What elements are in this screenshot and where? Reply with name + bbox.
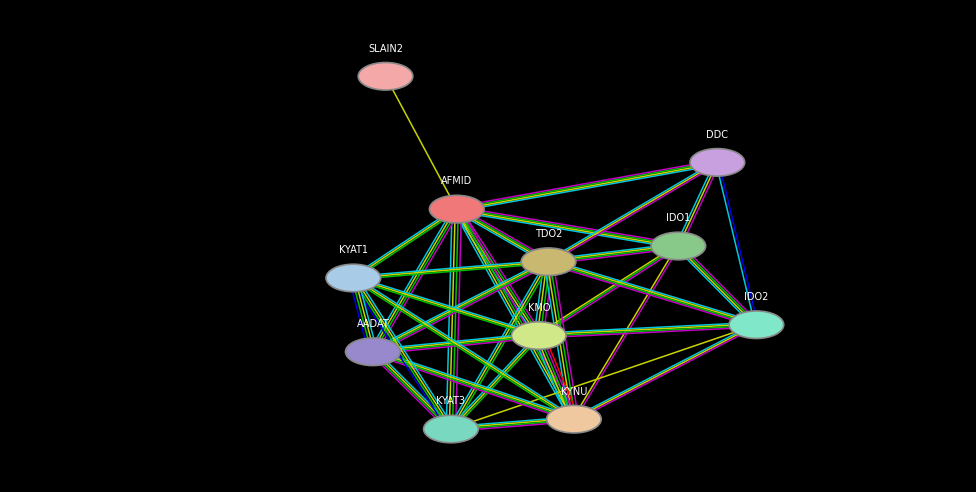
Text: KMO: KMO: [527, 303, 550, 313]
Circle shape: [690, 149, 745, 176]
Circle shape: [429, 195, 484, 223]
Circle shape: [358, 62, 413, 90]
Circle shape: [651, 232, 706, 260]
Text: IDO2: IDO2: [745, 292, 768, 302]
Text: KYNU: KYNU: [560, 387, 588, 397]
Text: TDO2: TDO2: [535, 229, 562, 239]
Text: IDO1: IDO1: [667, 214, 690, 223]
Circle shape: [424, 415, 478, 443]
Circle shape: [346, 338, 400, 366]
Circle shape: [729, 311, 784, 338]
Circle shape: [326, 264, 381, 292]
Circle shape: [547, 405, 601, 433]
Text: KYAT3: KYAT3: [436, 397, 466, 406]
Text: AFMID: AFMID: [441, 177, 472, 186]
Text: KYAT1: KYAT1: [339, 246, 368, 255]
Circle shape: [511, 322, 566, 349]
Text: DDC: DDC: [707, 130, 728, 140]
Text: SLAIN2: SLAIN2: [368, 44, 403, 54]
Circle shape: [521, 248, 576, 276]
Text: AADAT: AADAT: [356, 319, 389, 329]
